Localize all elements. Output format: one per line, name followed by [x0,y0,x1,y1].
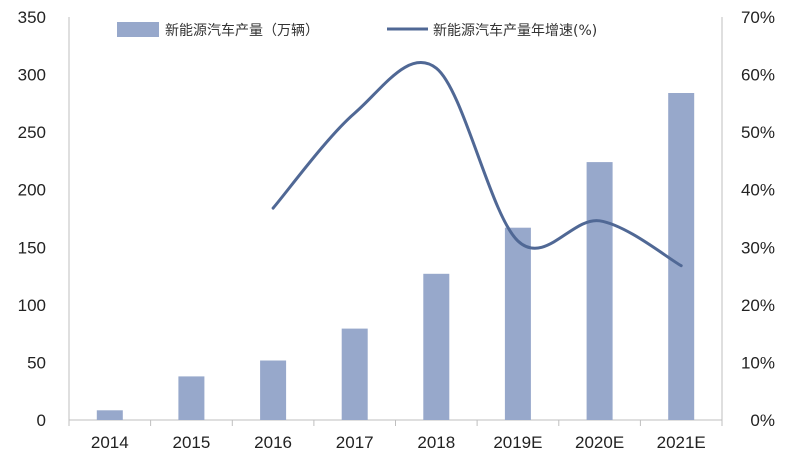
y-left-tick-label: 150 [18,238,46,257]
x-tick-label-2017: 2017 [336,433,374,452]
growth-line [271,61,683,268]
bar-2014 [96,410,123,420]
x-tick-label-2021E: 2021E [657,433,706,452]
y-right-tick-label: 50% [741,123,775,142]
y-right-tick-label: 70% [741,8,775,27]
y-right-tick-label: 10% [741,353,775,372]
bar-2017 [341,328,368,420]
bar-2018 [423,273,450,420]
y-left-tick-label: 100 [18,296,46,315]
y-left-tick-label: 50 [27,353,46,372]
x-tick-label-2014: 2014 [91,433,129,452]
x-tick-label-2019E: 2019E [493,433,542,452]
legend-bar-label: 新能源汽车产量（万辆） [165,22,319,39]
bar-2021E [668,93,695,420]
y-right-tick-label: 40% [741,181,775,200]
y-right-tick-label: 30% [741,238,775,257]
y-left-axis-labels: 0 50 100 150 200 250 300 350 [18,8,46,430]
axes [68,17,723,421]
y-left-tick-label: 250 [18,123,46,142]
x-axis-labels: 2014 2015 2016 2017 2018 2019E 2020E 2021E [91,433,706,452]
bar-2020E [586,162,613,420]
legend: 新能源汽车产量（万辆） 新能源汽车产量年增速(%) [117,22,597,39]
legend-bar-swatch [117,22,159,37]
bar-2015 [178,376,205,420]
x-tick-label-2018: 2018 [417,433,455,452]
x-tick-label-2015: 2015 [172,433,210,452]
x-tick-label-2016: 2016 [254,433,292,452]
legend-line-label: 新能源汽车产量年增速(%) [433,22,597,39]
y-right-tick-label: 20% [741,296,775,315]
y-right-tick-label: 0% [750,411,775,430]
y-left-tick-label: 0 [37,411,46,430]
x-axis-ticks [68,420,723,426]
y-right-tick-label: 60% [741,66,775,85]
y-left-tick-label: 300 [18,66,46,85]
bar-2016 [260,360,287,420]
y-left-tick-label: 350 [18,8,46,27]
x-tick-label-2020E: 2020E [575,433,624,452]
y-right-axis-labels: 0% 10% 20% 30% 40% 50% 60% 70% [741,8,775,430]
y-left-tick-label: 200 [18,181,46,200]
bar-series [96,93,695,420]
bar-2019E [504,227,531,420]
